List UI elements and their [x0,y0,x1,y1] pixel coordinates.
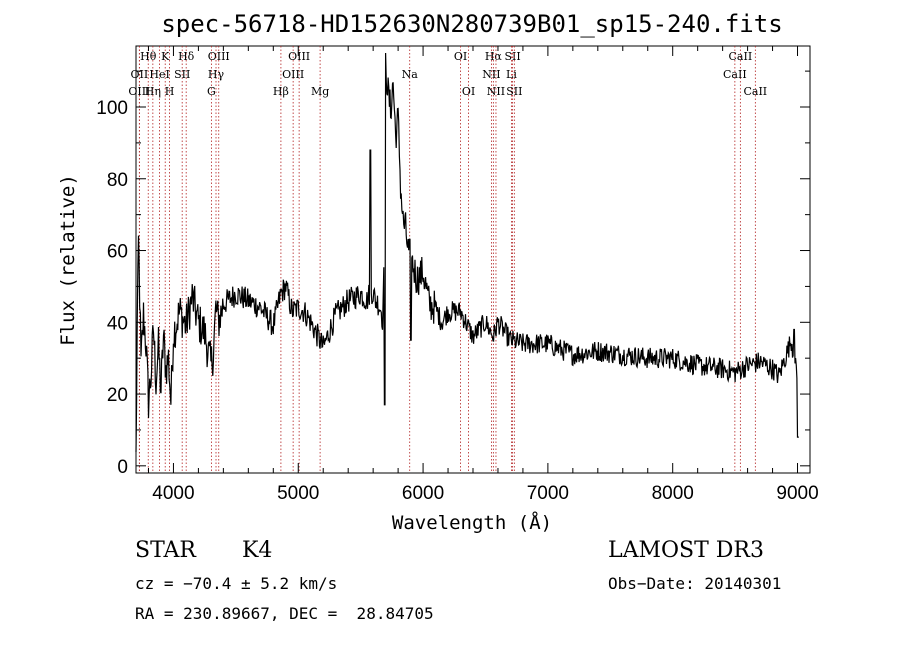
y-tick-label: 20 [107,385,128,406]
line-marker-label: OIII [282,68,304,81]
line-marker-label: OIII [208,50,230,63]
line-marker-label: K [161,50,170,63]
line-marker-label: OI [462,85,475,98]
y-tick-label: 60 [107,242,128,263]
line-marker-label: NII [487,85,505,98]
line-marker-label: Mg [311,85,329,98]
line-marker-label: NII [482,68,500,81]
line-marker-label: HeI [149,68,169,81]
line-marker-label: SII [504,50,520,63]
x-tick-label: 5000 [277,483,319,504]
line-marker-label: OI [454,50,467,63]
line-marker-label: SII [506,85,522,98]
line-marker-label: CaII [729,50,753,63]
x-tick-label: 4000 [152,483,194,504]
y-tick-label: 80 [107,170,128,191]
x-tick-label: 8000 [652,483,694,504]
line-marker-label: Li [506,68,517,81]
x-axis-label: Wavelength (Å) [392,511,552,534]
line-marker-label: Hγ [208,68,225,81]
y-tick-label: 0 [117,457,128,478]
line-marker-label: Hβ [273,85,289,98]
line-marker-label: Hη [145,85,161,98]
line-marker-label: Hδ [178,50,195,63]
object-subclass: K4 [242,538,273,563]
line-marker-label: OIII [288,50,310,63]
line-marker-label: OIII [128,85,150,98]
line-marker-label: SII [174,68,190,81]
y-axis-label: Flux (relative) [57,174,79,346]
chart-title: spec-56718-HD152630N280739B01_sp15-240.f… [161,10,782,38]
survey-name: LAMOST DR3 [608,538,764,563]
coordinates: RA = 230.89667, DEC = 28.84705 [135,604,434,623]
axis-ticks: 4000 5000 6000 7000 8000 9000 0 20 40 60 80 100 [96,46,819,504]
line-marker-label: G [207,85,216,98]
plot-frame [135,45,811,474]
line-marker-label: CaII [723,68,747,81]
spectrum-line [135,52,799,453]
line-marker-label: CaII [743,85,767,98]
x-tick-label: 7000 [527,483,569,504]
y-tick-label: 100 [96,98,128,119]
x-tick-label: 6000 [402,483,444,504]
line-marker-label: Na [402,68,419,81]
redshift-value: cz = −70.4 ± 5.2 km/s [135,574,338,593]
obs-date: Obs−Date: 20140301 [608,574,782,593]
object-class: STAR [135,538,196,563]
line-marker-label: Hα [485,50,503,63]
x-tick-label: 9000 [776,483,818,504]
line-marker-label: H [165,85,175,98]
line-marker-label: Hθ [140,50,157,63]
y-tick-label: 40 [107,313,128,334]
